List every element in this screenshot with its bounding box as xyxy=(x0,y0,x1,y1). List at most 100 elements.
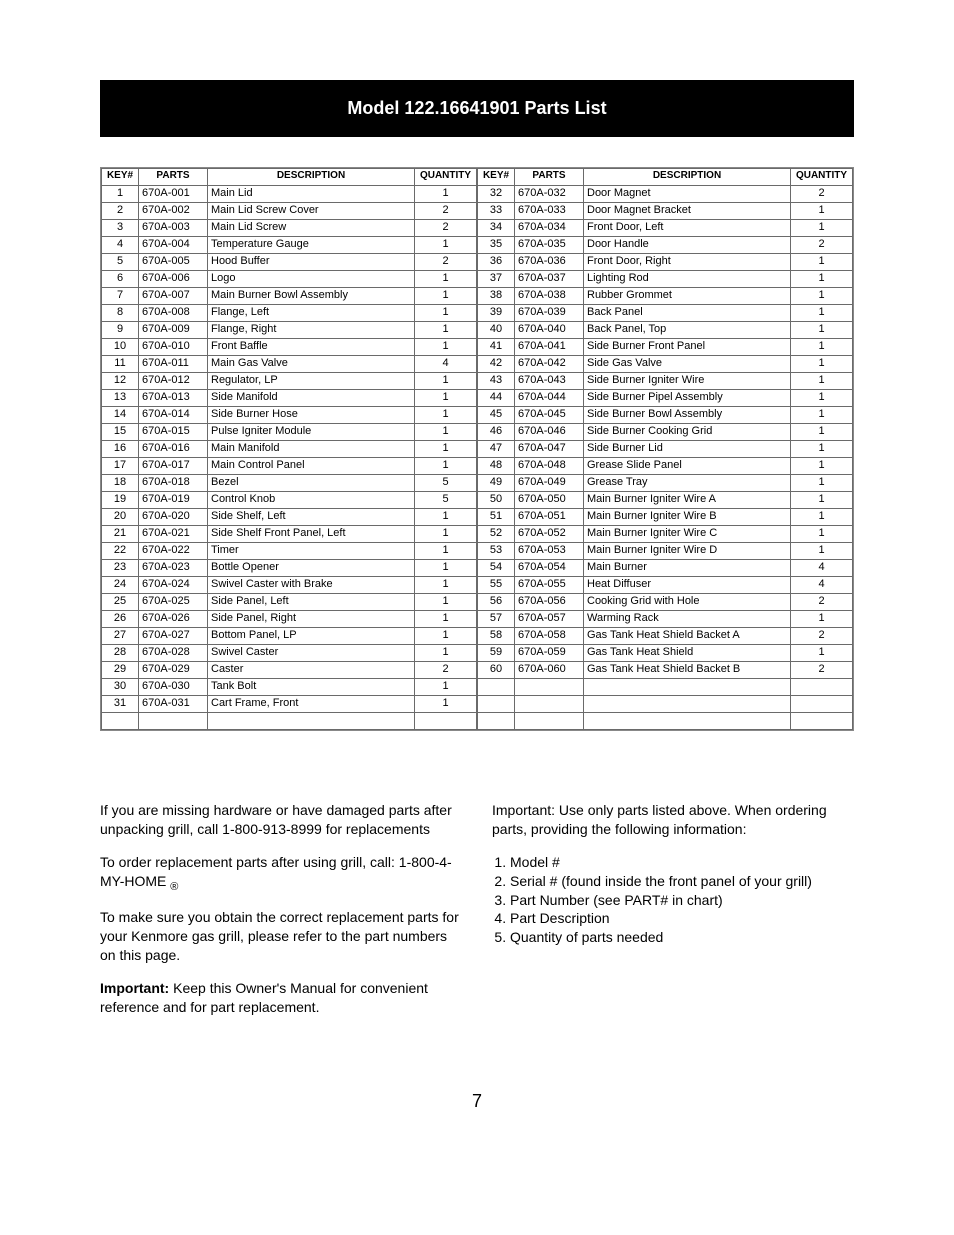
cell-desc: Side Burner Pipel Assembly xyxy=(584,390,791,407)
table-row: 10670A-010Front Baffle1 xyxy=(102,339,477,356)
cell-parts: 670A-058 xyxy=(515,628,584,645)
cell-desc: Back Panel, Top xyxy=(584,322,791,339)
cell-desc: Lighting Rod xyxy=(584,271,791,288)
cell-qty: 1 xyxy=(415,458,477,475)
cell-qty: 1 xyxy=(791,645,853,662)
cell-parts xyxy=(515,679,584,696)
cell-parts: 670A-019 xyxy=(139,492,208,509)
table-row: 39670A-039Back Panel1 xyxy=(478,305,853,322)
cell-parts: 670A-037 xyxy=(515,271,584,288)
table-row: 45670A-045Side Burner Bowl Assembly1 xyxy=(478,407,853,424)
cell-qty: 2 xyxy=(415,203,477,220)
cell-parts: 670A-024 xyxy=(139,577,208,594)
table-row: 47670A-047Side Burner Lid1 xyxy=(478,441,853,458)
cell-parts: 670A-053 xyxy=(515,543,584,560)
table-row: 19670A-019Control Knob5 xyxy=(102,492,477,509)
cell-desc: Side Burner Bowl Assembly xyxy=(584,407,791,424)
important-label: Important: xyxy=(100,980,169,996)
table-row: 59670A-059Gas Tank Heat Shield1 xyxy=(478,645,853,662)
table-row: 4670A-004Temperature Gauge1 xyxy=(102,237,477,254)
cell-desc: Side Manifold xyxy=(208,390,415,407)
cell-qty: 1 xyxy=(415,645,477,662)
cell-key: 11 xyxy=(102,356,139,373)
cell-parts: 670A-007 xyxy=(139,288,208,305)
cell-key xyxy=(478,696,515,713)
cell-parts: 670A-034 xyxy=(515,220,584,237)
cell-qty: 4 xyxy=(415,356,477,373)
cell-parts: 670A-032 xyxy=(515,186,584,203)
cell-parts: 670A-038 xyxy=(515,288,584,305)
table-row: 51670A-051Main Burner Igniter Wire B1 xyxy=(478,509,853,526)
keep-manual-text: Important: Keep this Owner's Manual for … xyxy=(100,979,462,1017)
cell-parts: 670A-008 xyxy=(139,305,208,322)
cell-key: 47 xyxy=(478,441,515,458)
cell-qty: 1 xyxy=(415,509,477,526)
cell-key: 24 xyxy=(102,577,139,594)
cell-qty: 1 xyxy=(791,390,853,407)
cell-parts: 670A-027 xyxy=(139,628,208,645)
cell-parts: 670A-010 xyxy=(139,339,208,356)
cell-parts: 670A-026 xyxy=(139,611,208,628)
table-row: 7670A-007Main Burner Bowl Assembly1 xyxy=(102,288,477,305)
cell-qty: 2 xyxy=(791,662,853,679)
cell-key: 49 xyxy=(478,475,515,492)
cell-desc: Main Burner Igniter Wire C xyxy=(584,526,791,543)
cell-parts: 670A-060 xyxy=(515,662,584,679)
cell-key: 38 xyxy=(478,288,515,305)
req-partnum: Part Number (see PART# in chart) xyxy=(510,891,854,910)
cell-desc: Grease Slide Panel xyxy=(584,458,791,475)
cell-parts: 670A-018 xyxy=(139,475,208,492)
cell-parts: 670A-050 xyxy=(515,492,584,509)
cell-qty: 1 xyxy=(415,543,477,560)
cell-parts: 670A-030 xyxy=(139,679,208,696)
cell-key: 35 xyxy=(478,237,515,254)
cell-qty: 1 xyxy=(791,203,853,220)
cell-key: 16 xyxy=(102,441,139,458)
ordering-info-text: Important: Use only parts listed above. … xyxy=(492,801,854,839)
cell-desc: Cooking Grid with Hole xyxy=(584,594,791,611)
cell-desc: Flange, Right xyxy=(208,322,415,339)
table-row: 35670A-035 Door Handle2 xyxy=(478,237,853,254)
cell-qty xyxy=(415,713,477,730)
table-row: 17670A-017Main Control Panel1 xyxy=(102,458,477,475)
cell-qty: 1 xyxy=(415,526,477,543)
cell-desc: Main Manifold xyxy=(208,441,415,458)
table-row: 33670A-033Door Magnet Bracket1 xyxy=(478,203,853,220)
cell-key: 8 xyxy=(102,305,139,322)
table-row: 38670A-038Rubber Grommet1 xyxy=(478,288,853,305)
cell-qty: 1 xyxy=(415,373,477,390)
cell-qty: 2 xyxy=(415,662,477,679)
cell-parts: 670A-029 xyxy=(139,662,208,679)
cell-desc: Gas Tank Heat Shield xyxy=(584,645,791,662)
cell-desc: Side Shelf, Left xyxy=(208,509,415,526)
table-row: 23670A-023Bottle Opener1 xyxy=(102,560,477,577)
table-row: 46670A-046Side Burner Cooking Grid1 xyxy=(478,424,853,441)
order-phone-text: To order replacement parts after using g… xyxy=(100,854,452,889)
cell-desc: Tank Bolt xyxy=(208,679,415,696)
cell-parts: 670A-011 xyxy=(139,356,208,373)
cell-qty: 1 xyxy=(415,696,477,713)
cell-key: 45 xyxy=(478,407,515,424)
cell-key: 4 xyxy=(102,237,139,254)
table-row: 25670A-025Side Panel, Left1 xyxy=(102,594,477,611)
cell-desc: Side Burner Cooking Grid xyxy=(584,424,791,441)
cell-qty: 1 xyxy=(791,322,853,339)
table-row: 57670A-057Warming Rack1 xyxy=(478,611,853,628)
table-row: 58670A-058Gas Tank Heat Shield Backet A2 xyxy=(478,628,853,645)
cell-qty: 1 xyxy=(415,441,477,458)
cell-key: 30 xyxy=(102,679,139,696)
cell-desc: Main Burner Bowl Assembly xyxy=(208,288,415,305)
cell-qty: 1 xyxy=(791,441,853,458)
cell-qty xyxy=(791,696,853,713)
cell-desc: Front Door, Left xyxy=(584,220,791,237)
cell-key: 22 xyxy=(102,543,139,560)
table-row: 5670A-005Hood Buffer2 xyxy=(102,254,477,271)
cell-key: 10 xyxy=(102,339,139,356)
cell-desc: Swivel Caster with Brake xyxy=(208,577,415,594)
cell-key: 27 xyxy=(102,628,139,645)
refer-parts-text: To make sure you obtain the correct repl… xyxy=(100,908,462,965)
cell-desc xyxy=(208,713,415,730)
col-desc: DESCRIPTION xyxy=(208,169,415,186)
cell-parts: 670A-006 xyxy=(139,271,208,288)
cell-key: 40 xyxy=(478,322,515,339)
